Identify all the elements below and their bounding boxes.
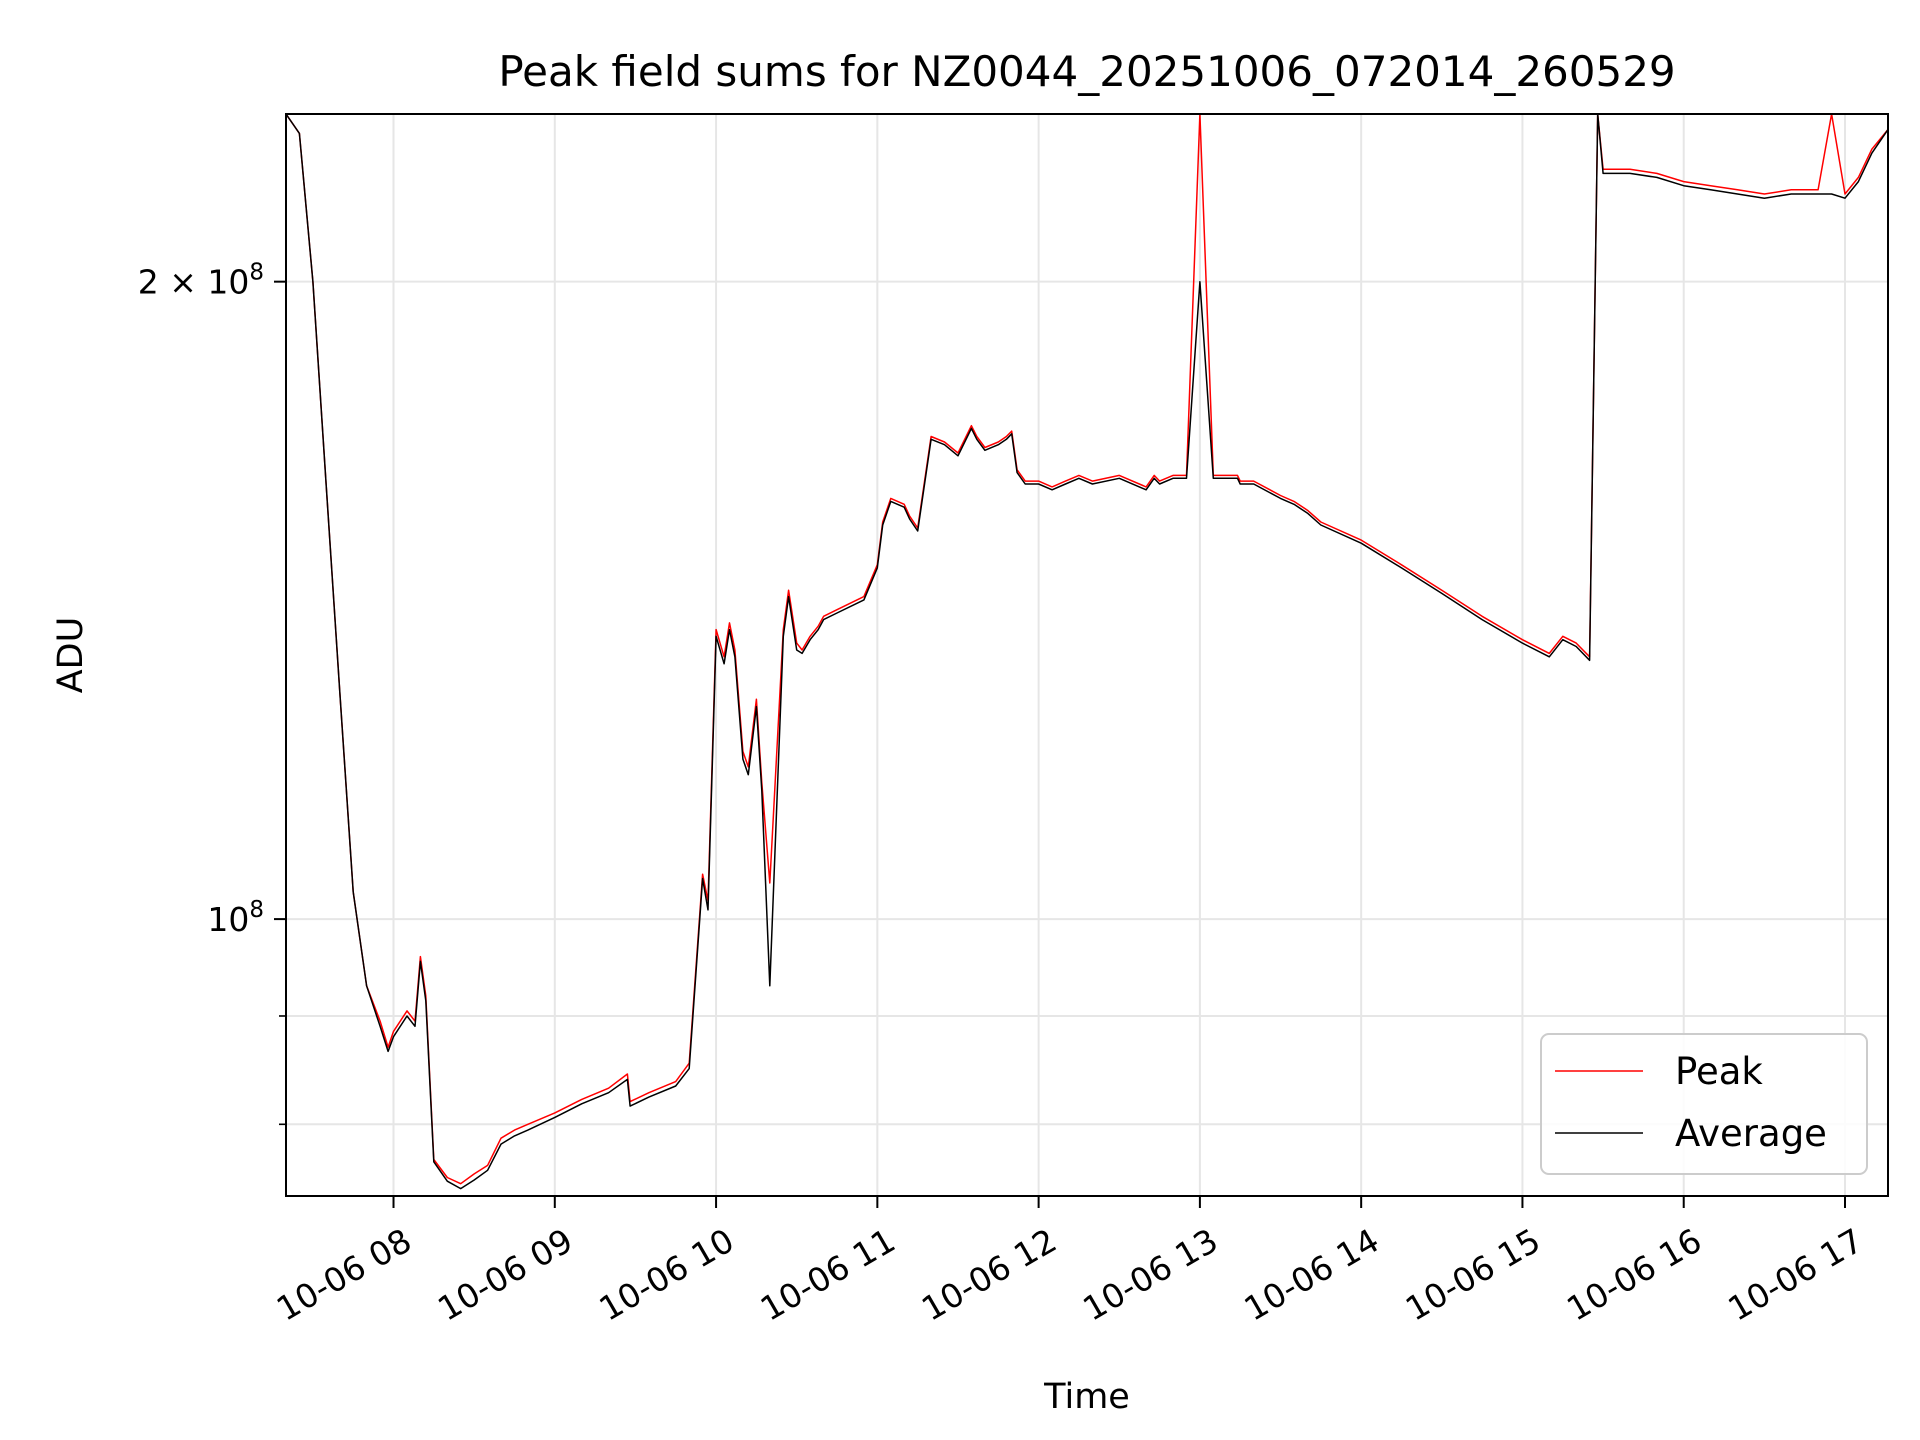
y-tick-label: 108 [207,897,264,939]
x-axis-label: Time [1043,1377,1130,1417]
chart-title: Peak field sums for NZ0044_20251006_0720… [498,47,1675,96]
series-line-peak [286,114,1888,1185]
series-layer [286,114,1888,1190]
y-tick-label: 2 × 108 [138,260,264,302]
legend-label-average: Average [1675,1112,1827,1155]
series-line-average [286,114,1888,1190]
legend-box [1540,1033,1868,1175]
legend: Peak Average [1540,1033,1868,1175]
plot-frame [285,113,1889,1197]
y-axis-label: ADU [51,617,91,694]
y-axis-ticks: 2 × 108 108 [138,260,286,1126]
legend-label-peak: Peak [1675,1050,1763,1093]
